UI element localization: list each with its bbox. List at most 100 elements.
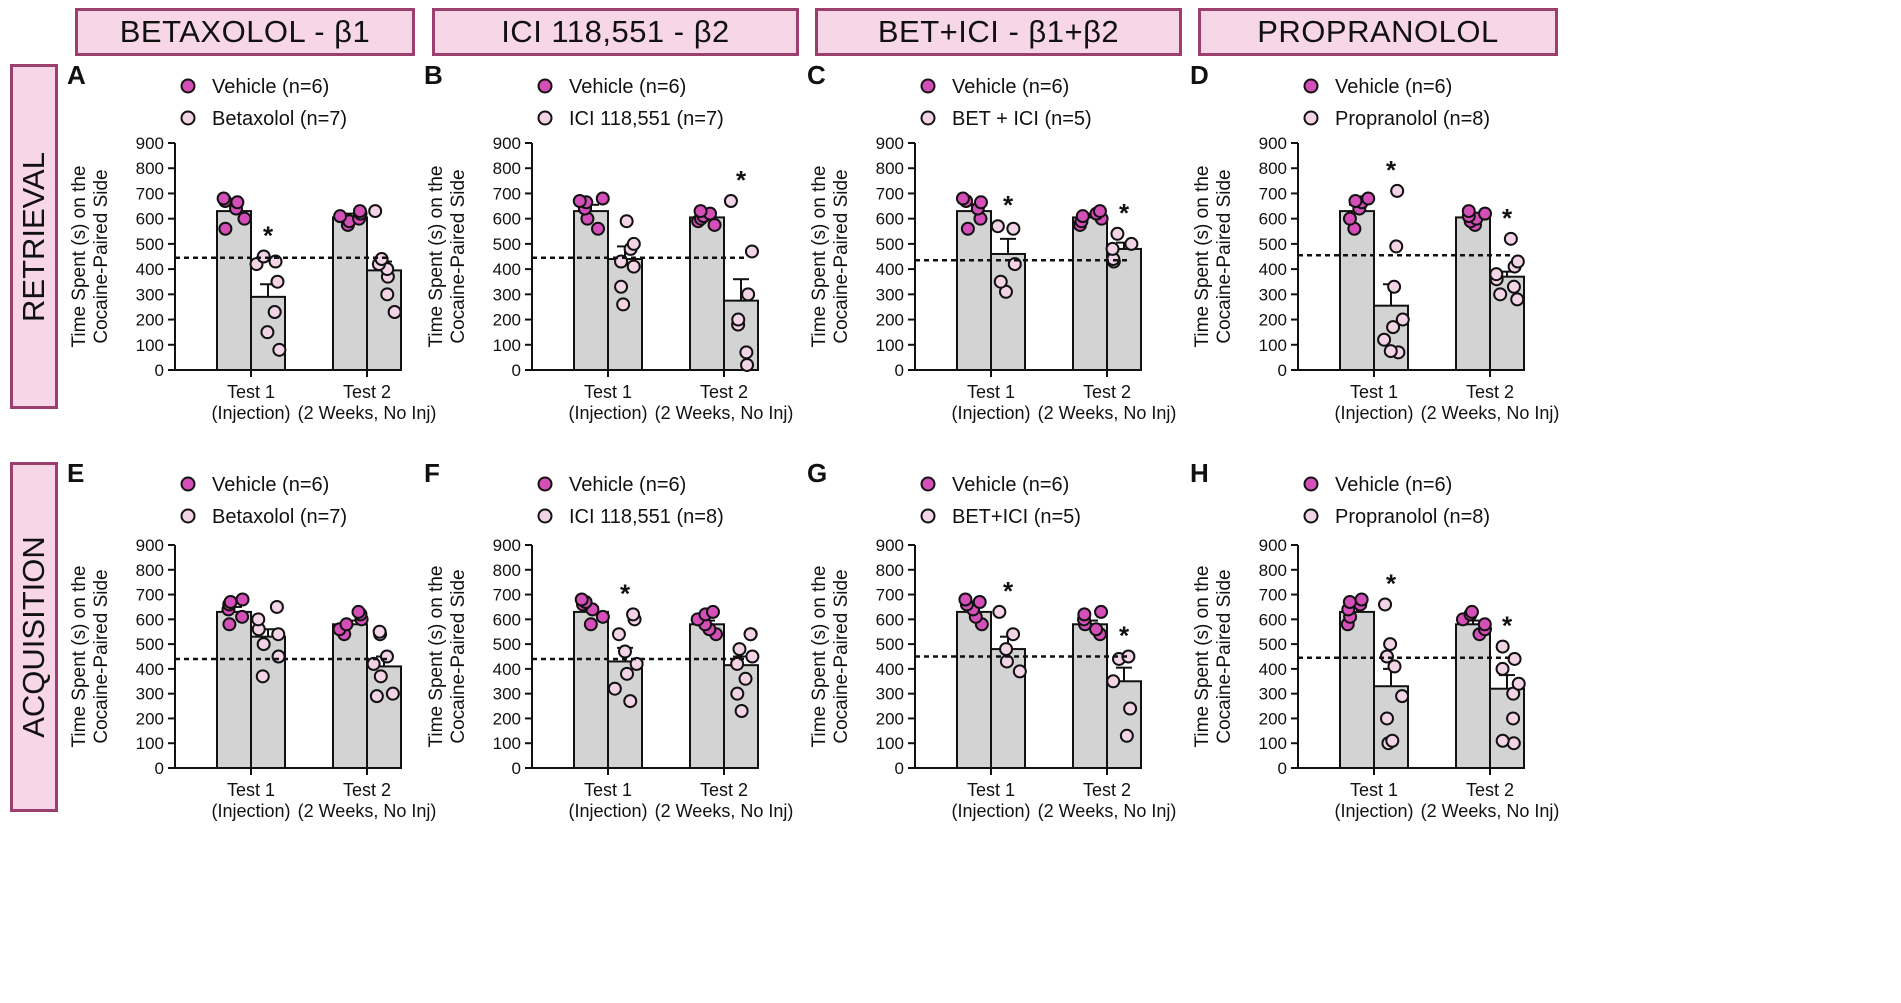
panel-letter: F bbox=[424, 458, 440, 488]
data-point-drug bbox=[619, 214, 634, 229]
data-point-drug bbox=[738, 671, 753, 686]
column-header-bet-ici: BET+ICI - β1+β2 bbox=[815, 8, 1182, 56]
bar-vehicle bbox=[216, 210, 252, 371]
y-axis-label-line2: Cocaine-Paired Side bbox=[1214, 569, 1235, 743]
bar-vehicle bbox=[332, 623, 368, 769]
data-point-drug bbox=[1383, 344, 1398, 359]
data-point-vehicle bbox=[955, 191, 970, 206]
y-tick-label: 700 bbox=[493, 184, 521, 203]
data-point-vehicle bbox=[1077, 607, 1092, 622]
data-point-vehicle bbox=[595, 609, 610, 624]
panel-letter: H bbox=[1190, 458, 1209, 488]
data-point-drug bbox=[1387, 279, 1402, 294]
y-tick-label: 500 bbox=[876, 635, 904, 654]
y-tick-label: 700 bbox=[136, 586, 164, 605]
x-tick-label: Test 1 bbox=[227, 382, 275, 402]
data-point-drug bbox=[267, 304, 282, 319]
x-tick-sublabel: (2 Weeks, No Inj) bbox=[298, 801, 437, 821]
data-point-drug bbox=[1387, 659, 1402, 674]
data-point-drug bbox=[1385, 733, 1400, 748]
y-tick-label: 800 bbox=[876, 561, 904, 580]
legend-label-drug: Propranolol (n=8) bbox=[1335, 108, 1490, 130]
panel-h: H Vehicle (n=6) Propranolol (n=8) Time Spen… bbox=[1190, 458, 1559, 821]
row-header-acquisition: ACQUISITION bbox=[10, 462, 58, 812]
column-header-betaxolol: BETAXOLOL - β1 bbox=[75, 8, 415, 56]
y-tick-label: 300 bbox=[136, 285, 164, 304]
y-tick-label: 500 bbox=[136, 635, 164, 654]
data-point-drug bbox=[1495, 661, 1510, 676]
bar-drug bbox=[607, 258, 643, 371]
y-tick-label: 500 bbox=[493, 635, 521, 654]
panel-letter: E bbox=[67, 458, 84, 488]
y-tick-label: 800 bbox=[136, 159, 164, 178]
x-tick-sublabel: (2 Weeks, No Inj) bbox=[1421, 403, 1560, 423]
data-point-vehicle bbox=[707, 217, 722, 232]
y-tick-label: 700 bbox=[1259, 586, 1287, 605]
x-tick-sublabel: (Injection) bbox=[568, 801, 647, 821]
y-axis-label-line1: Time Spent (s) on the bbox=[809, 566, 830, 748]
y-tick-label: 800 bbox=[136, 561, 164, 580]
legend-marker-drug bbox=[180, 110, 196, 126]
y-tick-label: 500 bbox=[493, 235, 521, 254]
y-tick-label: 500 bbox=[136, 235, 164, 254]
y-tick-label: 0 bbox=[512, 361, 521, 380]
legend-label-drug: BET + ICI (n=5) bbox=[952, 108, 1092, 130]
data-point-drug bbox=[272, 342, 287, 357]
legend-label-drug: Propranolol (n=8) bbox=[1335, 506, 1490, 528]
data-point-drug bbox=[1110, 226, 1125, 241]
y-axis-label-line2: Cocaine-Paired Side bbox=[448, 569, 469, 743]
data-point-drug bbox=[256, 249, 271, 264]
data-point-drug bbox=[1378, 597, 1393, 612]
x-tick-sublabel: (Injection) bbox=[1334, 801, 1413, 821]
data-point-vehicle bbox=[973, 195, 988, 210]
panel-f: F Vehicle (n=6) ICI 118,551 (n=8) Time Spen… bbox=[424, 458, 793, 821]
significance-marker: * bbox=[1386, 155, 1397, 185]
data-point-drug bbox=[379, 649, 394, 664]
data-point-vehicle bbox=[705, 604, 720, 619]
significance-marker: * bbox=[1119, 198, 1130, 228]
x-tick-sublabel: (Injection) bbox=[951, 801, 1030, 821]
bar-drug bbox=[1489, 687, 1525, 770]
significance-marker: * bbox=[1003, 190, 1014, 220]
data-point-drug bbox=[1119, 728, 1134, 743]
y-tick-label: 900 bbox=[493, 134, 521, 153]
data-point-drug bbox=[1493, 287, 1508, 302]
panel-letter: D bbox=[1190, 60, 1209, 90]
data-point-drug bbox=[1503, 231, 1518, 246]
data-point-drug bbox=[993, 274, 1008, 289]
y-tick-label: 200 bbox=[1259, 709, 1287, 728]
legend-marker-drug bbox=[1303, 508, 1319, 524]
data-point-vehicle bbox=[237, 211, 252, 226]
data-point-vehicle bbox=[595, 191, 610, 206]
y-tick-label: 400 bbox=[1259, 660, 1287, 679]
y-tick-label: 300 bbox=[876, 685, 904, 704]
data-point-drug bbox=[1495, 733, 1510, 748]
data-point-vehicle bbox=[218, 221, 233, 236]
y-tick-label: 600 bbox=[136, 210, 164, 229]
data-point-drug bbox=[368, 204, 383, 219]
data-point-vehicle bbox=[1348, 194, 1363, 209]
y-tick-label: 700 bbox=[876, 586, 904, 605]
y-tick-label: 300 bbox=[1259, 685, 1287, 704]
y-tick-label: 0 bbox=[1278, 759, 1287, 778]
data-point-drug bbox=[271, 649, 286, 664]
data-point-drug bbox=[992, 604, 1007, 619]
data-point-vehicle bbox=[235, 592, 250, 607]
data-point-drug bbox=[626, 236, 641, 251]
y-tick-label: 300 bbox=[136, 685, 164, 704]
x-tick-label: Test 1 bbox=[967, 780, 1015, 800]
legend-label-vehicle: Vehicle (n=6) bbox=[569, 76, 686, 98]
panel-g: G Vehicle (n=6) BET+ICI (n=5) Time Spent (s… bbox=[807, 458, 1176, 821]
panel-letter: B bbox=[424, 60, 443, 90]
bar-vehicle bbox=[573, 210, 609, 371]
x-tick-label: Test 1 bbox=[1350, 382, 1398, 402]
significance-marker: * bbox=[263, 221, 274, 251]
y-tick-label: 300 bbox=[493, 685, 521, 704]
data-point-drug bbox=[740, 357, 755, 372]
data-point-drug bbox=[1507, 651, 1522, 666]
data-point-vehicle bbox=[1094, 604, 1109, 619]
panel-letter: C bbox=[807, 60, 826, 90]
data-point-vehicle bbox=[960, 221, 975, 236]
legend-label-vehicle: Vehicle (n=6) bbox=[952, 76, 1069, 98]
panel-e: E Vehicle (n=6) Betaxolol (n=7) Time Spent … bbox=[67, 458, 436, 821]
